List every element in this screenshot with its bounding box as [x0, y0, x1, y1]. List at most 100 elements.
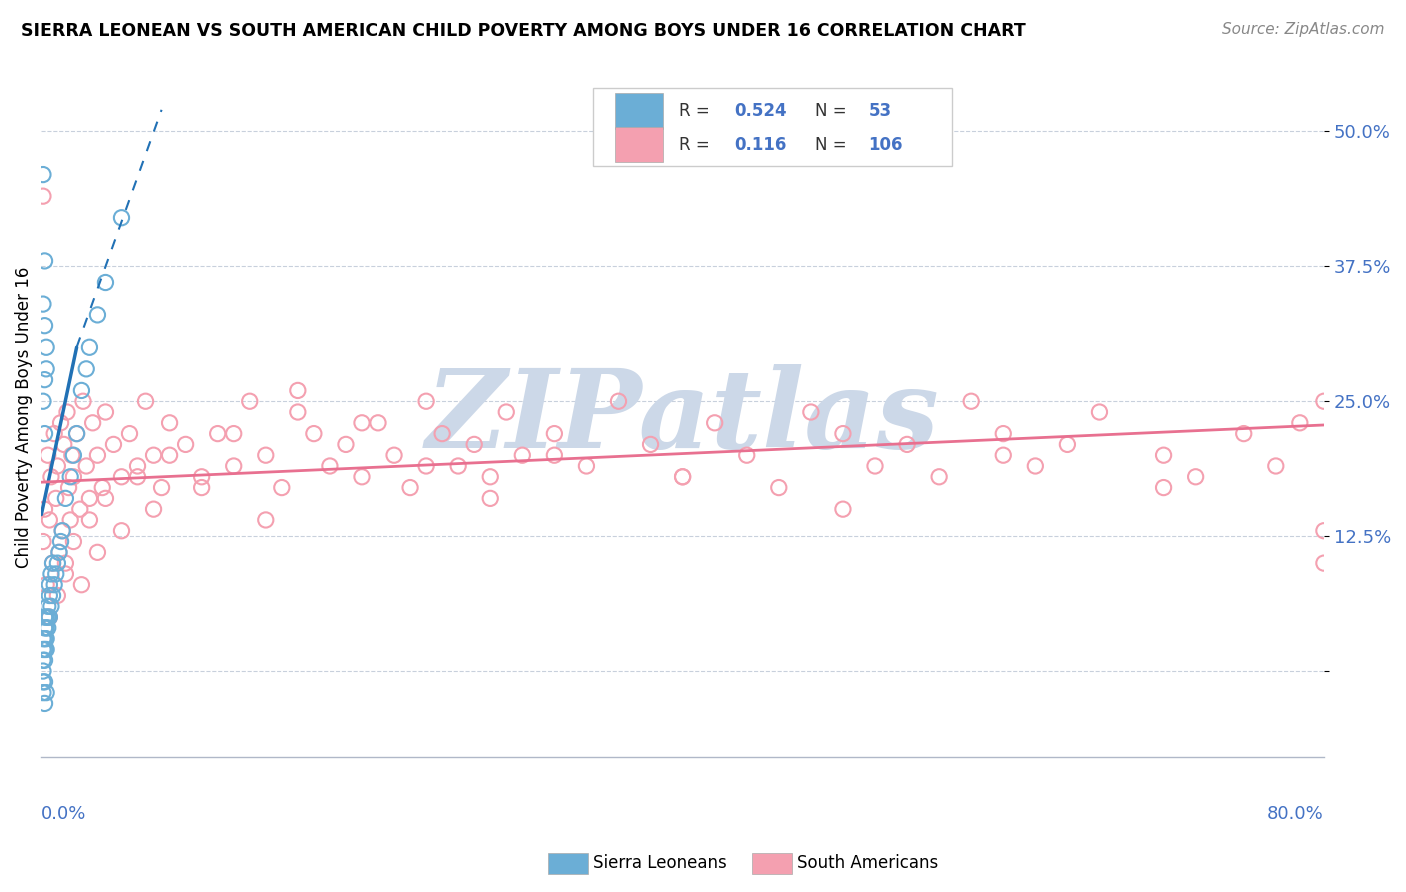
Point — [768, 481, 790, 495]
Point — [1088, 405, 1111, 419]
FancyBboxPatch shape — [614, 94, 664, 128]
Point — [60, 448, 83, 462]
Point — [127, 470, 149, 484]
Point — [37, 610, 59, 624]
Point — [86, 545, 108, 559]
Point — [62, 448, 84, 462]
Point — [34, 632, 56, 646]
Point — [37, 599, 59, 614]
Point — [34, 621, 56, 635]
Text: Source: ZipAtlas.com: Source: ZipAtlas.com — [1222, 22, 1385, 37]
FancyBboxPatch shape — [614, 127, 664, 162]
Point — [350, 470, 373, 484]
Point — [62, 470, 84, 484]
Text: 80.0%: 80.0% — [1267, 805, 1324, 823]
Point — [103, 437, 125, 451]
Text: 106: 106 — [869, 136, 903, 153]
Point — [32, 534, 55, 549]
Point — [32, 168, 55, 182]
Point — [46, 458, 69, 473]
Point — [38, 513, 60, 527]
Point — [479, 491, 502, 506]
Point — [1024, 458, 1046, 473]
Point — [35, 362, 58, 376]
Point — [79, 340, 101, 354]
Point — [34, 318, 56, 333]
Point — [135, 394, 157, 409]
Point — [928, 470, 950, 484]
Point — [302, 426, 325, 441]
Point — [59, 470, 82, 484]
Point — [270, 481, 292, 495]
Text: SIERRA LEONEAN VS SOUTH AMERICAN CHILD POVERTY AMONG BOYS UNDER 16 CORRELATION C: SIERRA LEONEAN VS SOUTH AMERICAN CHILD P… — [21, 22, 1026, 40]
Point — [91, 481, 114, 495]
Point — [32, 394, 55, 409]
Point — [543, 426, 565, 441]
Text: 0.524: 0.524 — [734, 102, 786, 120]
Point — [51, 524, 73, 538]
Point — [34, 642, 56, 657]
Point — [127, 458, 149, 473]
Point — [39, 566, 62, 581]
Point — [430, 426, 453, 441]
Text: N =: N = — [814, 136, 852, 153]
Point — [415, 394, 437, 409]
Point — [463, 437, 485, 451]
Point — [1289, 416, 1312, 430]
Point — [41, 556, 63, 570]
Point — [495, 405, 517, 419]
Text: 53: 53 — [869, 102, 891, 120]
Point — [55, 491, 77, 506]
Point — [110, 211, 132, 225]
Point — [190, 481, 212, 495]
Point — [35, 632, 58, 646]
Point — [32, 189, 55, 203]
Point — [510, 448, 533, 462]
Point — [735, 448, 758, 462]
Point — [52, 437, 75, 451]
Point — [174, 437, 197, 451]
Point — [222, 458, 245, 473]
Point — [150, 481, 173, 495]
Point — [34, 653, 56, 667]
Point — [1313, 556, 1336, 570]
Point — [993, 426, 1015, 441]
Point — [254, 448, 277, 462]
Text: Sierra Leoneans: Sierra Leoneans — [593, 855, 727, 872]
Point — [59, 513, 82, 527]
Point — [72, 394, 94, 409]
Point — [319, 458, 342, 473]
Point — [110, 470, 132, 484]
Point — [45, 566, 67, 581]
Point — [993, 448, 1015, 462]
Text: ZIPatlas: ZIPatlas — [426, 364, 939, 471]
Point — [38, 578, 60, 592]
Point — [48, 545, 70, 559]
Point — [190, 470, 212, 484]
Y-axis label: Child Poverty Among Boys Under 16: Child Poverty Among Boys Under 16 — [15, 267, 32, 568]
Point — [86, 308, 108, 322]
Point — [207, 426, 229, 441]
Point — [239, 394, 262, 409]
Point — [1313, 524, 1336, 538]
Point — [607, 394, 630, 409]
Point — [34, 674, 56, 689]
Point — [58, 481, 80, 495]
Point — [672, 470, 695, 484]
Point — [46, 589, 69, 603]
Point — [367, 416, 389, 430]
Point — [1184, 470, 1206, 484]
Point — [1153, 448, 1175, 462]
Point — [34, 254, 56, 268]
Point — [35, 340, 58, 354]
Text: 0.0%: 0.0% — [41, 805, 87, 823]
Point — [1264, 458, 1286, 473]
Text: 0.116: 0.116 — [734, 136, 786, 153]
Text: R =: R = — [679, 102, 714, 120]
FancyBboxPatch shape — [593, 87, 952, 166]
Point — [62, 534, 84, 549]
Point — [415, 458, 437, 473]
Point — [543, 448, 565, 462]
Point — [335, 437, 357, 451]
Point — [51, 524, 73, 538]
